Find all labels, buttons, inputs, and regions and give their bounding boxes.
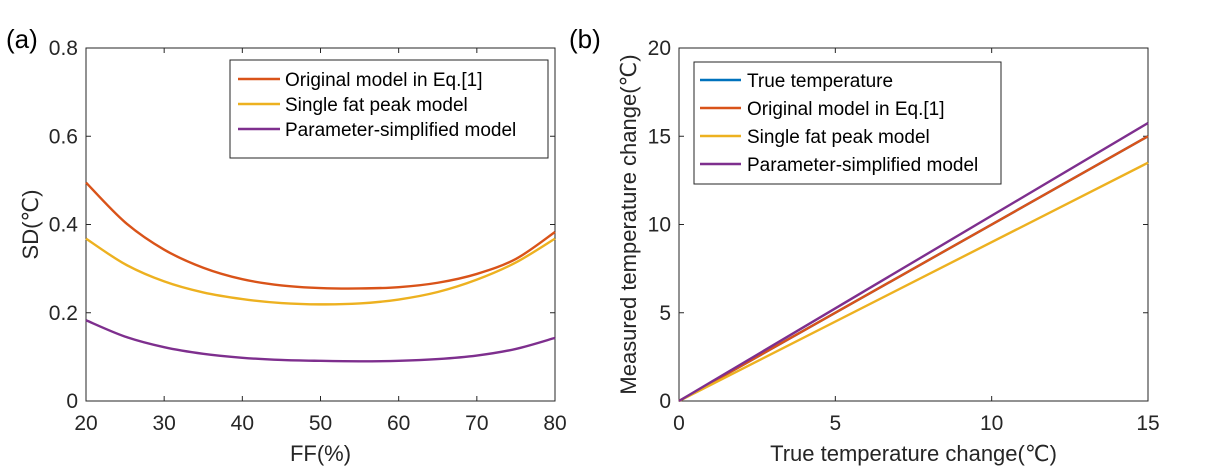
x-tick-label: 70 <box>465 412 488 435</box>
x-tick-label: 15 <box>1136 412 1159 435</box>
y-tick-label: 20 <box>648 37 671 60</box>
x-tick-label: 10 <box>980 412 1003 435</box>
legend: Original model in Eq.[1] Single fat peak … <box>229 59 549 159</box>
y-tick-label: 10 <box>648 214 671 237</box>
legend-label: True temperature <box>747 71 893 92</box>
x-tick-label: 30 <box>152 412 175 435</box>
x-tick-label: 0 <box>673 412 685 435</box>
x-tick-label: 60 <box>387 412 410 435</box>
x-axis-label: FF(%) <box>290 441 351 466</box>
legend-box <box>693 61 1002 185</box>
x-tick-label: 20 <box>74 412 97 435</box>
y-tick-label: 0 <box>66 390 78 413</box>
legend-label: Single fat peak model <box>747 127 930 148</box>
x-tick-label: 40 <box>231 412 254 435</box>
legend-label: Original model in Eq.[1] <box>747 99 945 120</box>
y-axis-label: SD(℃) <box>18 190 43 260</box>
panel-label: (a) <box>6 24 38 54</box>
y-tick-label: 0.6 <box>49 125 78 148</box>
series-line-4 <box>678 121 1149 403</box>
y-tick-label: 0.2 <box>49 302 78 325</box>
series-line-2 <box>678 135 1149 403</box>
panel-b: 0 5 10 15 0 5 10 15 20 True temperature change(℃)… <box>569 24 1160 466</box>
panel-a: 20 30 40 50 60 70 80 0 0.2 0.4 0.6 0.8 FF(%) SD(℃) (a)… <box>6 24 567 466</box>
legend: True temperature Original model in Eq.[1]… <box>693 61 1002 185</box>
panel-label: (b) <box>569 24 601 54</box>
legend-label: Original model in Eq.[1] <box>285 70 483 91</box>
y-tick-label: 15 <box>648 125 671 148</box>
y-tick-label: 0 <box>659 390 671 413</box>
x-axis-label: True temperature change(℃) <box>770 441 1057 466</box>
y-axis-label: Measured temperature change(℃) <box>616 54 641 394</box>
legend-label: Parameter-simplified model <box>747 155 978 176</box>
series-line-2 <box>85 237 556 306</box>
legend-label: Single fat peak model <box>285 95 468 116</box>
legend-label: Parameter-simplified model <box>285 120 516 141</box>
y-tick-label: 0.8 <box>49 37 78 60</box>
legend-box <box>229 59 549 159</box>
x-tick-label: 5 <box>829 412 841 435</box>
series-line-3 <box>678 161 1149 403</box>
series-line-3 <box>85 319 556 363</box>
x-tick-label: 80 <box>543 412 566 435</box>
x-tick-label: 50 <box>309 412 332 435</box>
y-tick-label: 5 <box>659 302 671 325</box>
series-line-1 <box>85 181 556 290</box>
y-tick-label: 0.4 <box>49 214 79 237</box>
